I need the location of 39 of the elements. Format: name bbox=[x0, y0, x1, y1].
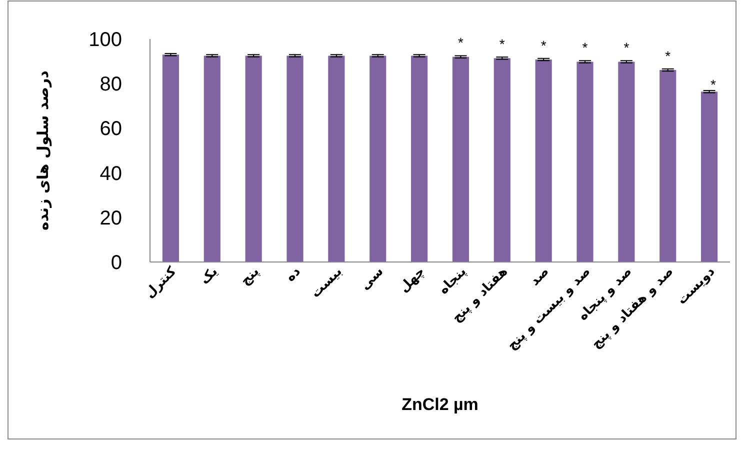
x-tick-label: صد bbox=[528, 264, 552, 290]
annotation: * bbox=[458, 34, 464, 51]
x-tick-label: پنجاه bbox=[436, 264, 470, 298]
bar bbox=[245, 56, 262, 262]
annotation: * bbox=[499, 36, 506, 52]
bar bbox=[535, 60, 552, 262]
y-axis-title: درصد سلول های زنده bbox=[34, 70, 52, 231]
x-tick-label: کنترل bbox=[142, 264, 180, 302]
x-tick-label: سی bbox=[358, 264, 387, 294]
x-axis-title: ZnCl2 µm bbox=[402, 395, 478, 414]
x-tick-label: دویست bbox=[674, 264, 718, 308]
bar bbox=[370, 56, 386, 262]
annotation: * bbox=[665, 48, 672, 64]
x-tick-label: ده bbox=[283, 264, 304, 285]
annotation: * bbox=[710, 76, 717, 93]
y-tick-label: 60 bbox=[100, 118, 122, 140]
y-tick-label: 80 bbox=[100, 74, 122, 96]
bar bbox=[701, 92, 718, 262]
x-tick-label: بیست bbox=[308, 264, 346, 302]
bar bbox=[411, 56, 428, 262]
bar bbox=[162, 54, 179, 262]
x-tick-label: چهل bbox=[396, 264, 428, 296]
y-tick-label: 20 bbox=[100, 207, 122, 230]
bar bbox=[286, 56, 304, 262]
y-tick-label: 0 bbox=[110, 252, 122, 274]
annotation: * bbox=[540, 37, 547, 54]
y-tick-label: 40 bbox=[100, 162, 122, 185]
annotation: * bbox=[624, 40, 630, 56]
bar bbox=[618, 62, 635, 262]
bar bbox=[204, 56, 220, 262]
bar bbox=[494, 58, 510, 262]
x-tick-label: یک bbox=[197, 264, 221, 288]
bar bbox=[576, 62, 594, 262]
x-tick-label: پنج bbox=[238, 264, 262, 289]
y-tick-label: 100 bbox=[88, 29, 122, 51]
annotation: * bbox=[582, 40, 588, 56]
bar bbox=[660, 70, 676, 262]
bar bbox=[452, 56, 469, 262]
bar bbox=[328, 56, 345, 262]
